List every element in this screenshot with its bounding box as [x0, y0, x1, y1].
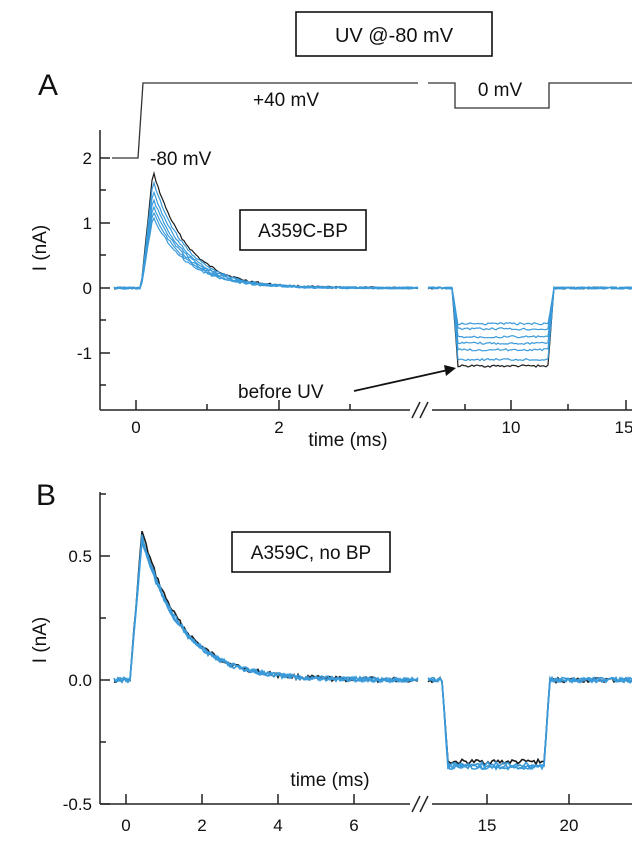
panel-b-xtick-label: 15 — [478, 816, 497, 835]
panel-a-xlabel: time (ms) — [308, 430, 387, 451]
panel-a-traces — [113, 171, 632, 368]
panel-a-xtick-label: 2 — [274, 418, 283, 437]
trace-blue-right — [427, 286, 632, 346]
panel-a-ytick-label: 1 — [83, 214, 92, 233]
trace-blue-left — [113, 216, 419, 290]
trace-black-right — [427, 676, 632, 767]
uv-label-box — [295, 11, 493, 57]
panel-b-annotation-box — [231, 531, 391, 573]
panel-a-xtick-label: 0 — [131, 418, 140, 437]
panel-b-axes — [99, 492, 632, 813]
trace-blue-right — [427, 675, 632, 771]
before-uv-arrowhead — [444, 365, 456, 376]
panel-b-axis-break — [411, 795, 421, 813]
panel-a-axis-break — [419, 401, 429, 419]
protocol-label-plus40: +40 mV — [253, 90, 319, 111]
panel-a-ytick-label: -1 — [77, 344, 92, 363]
panel-a-xtick-label: 10 — [502, 418, 521, 437]
panel-b-ylabel: I (nA) — [30, 617, 51, 663]
panel-b-axis-break — [419, 795, 429, 813]
trace-blue-right — [427, 675, 632, 769]
trace-blue-right — [428, 286, 632, 352]
panel-a-ylabel: I (nA) — [30, 225, 51, 271]
panel-a-axes — [99, 130, 632, 419]
panel-a-annotation-text: A359C-BP — [258, 221, 348, 242]
panel-b-letter: B — [36, 479, 56, 512]
panel-b-ytick-label: 0.0 — [68, 671, 92, 690]
panel-b-annotation-text: A359C, no BP — [251, 543, 371, 564]
panel-a-letter: A — [38, 69, 58, 102]
panel-a-ytick-label: 0 — [83, 279, 92, 298]
panel-b-ytick-label: 0.5 — [68, 547, 92, 566]
panel-b-xtick-label: 2 — [197, 816, 206, 835]
protocol-step-0 — [428, 82, 632, 109]
protocol-label-hold: -80 mV — [150, 149, 212, 170]
before-uv-arrow — [353, 369, 449, 392]
protocol-label-0: 0 mV — [478, 80, 523, 101]
panel-a-axis-break — [411, 401, 421, 419]
trace-blue-right — [427, 676, 632, 771]
panel-b-ytick-label: -0.5 — [63, 795, 92, 814]
panel-b-traces — [113, 530, 632, 771]
panel-a-xtick-label: 15 — [615, 418, 632, 437]
before-uv-label: before UV — [238, 382, 324, 403]
panel-b-xlabel: time (ms) — [290, 770, 369, 791]
trace-blue-left — [113, 541, 419, 684]
uv-label: UV @-80 mV — [335, 25, 454, 47]
panel-b-xtick-label: 4 — [273, 816, 282, 835]
panel-a-ytick-label: 2 — [83, 149, 92, 168]
trace-black-right — [427, 286, 632, 368]
protocol-step-plus40 — [112, 82, 418, 159]
trace-blue-right — [427, 286, 632, 331]
voltage-protocol — [112, 82, 632, 159]
trace-blue-right — [427, 286, 632, 326]
panel-b-xtick-label: 0 — [121, 816, 130, 835]
panel-b-xtick-label: 6 — [349, 816, 358, 835]
panel-b-xtick-label: 20 — [560, 816, 579, 835]
panel-a-annotation-box — [239, 209, 367, 251]
